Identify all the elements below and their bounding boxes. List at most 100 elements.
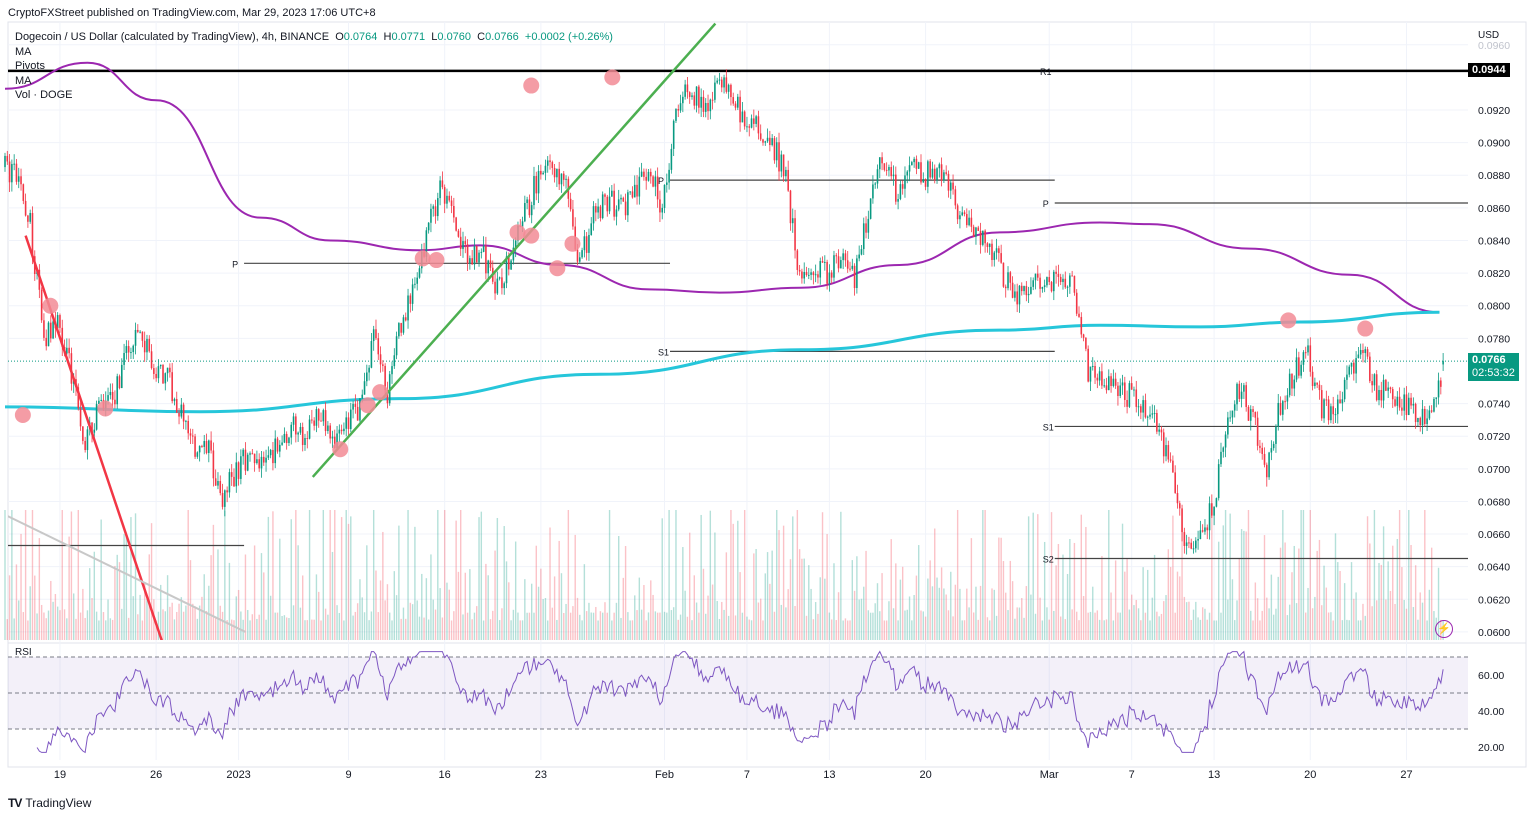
volume-bar xyxy=(798,549,801,640)
volume-bar xyxy=(1408,510,1410,640)
volume-bar xyxy=(785,607,787,640)
volume-bar xyxy=(1412,607,1415,640)
lightning-icon[interactable]: ⚡ xyxy=(1435,620,1453,638)
candle-body xyxy=(1442,361,1444,365)
volume-bar xyxy=(1270,574,1273,640)
candle-body xyxy=(1364,349,1367,354)
candle-body xyxy=(375,329,377,339)
volume-bar xyxy=(734,615,737,640)
volume-bar xyxy=(1254,582,1257,640)
candle-body xyxy=(638,176,641,197)
candle-body xyxy=(716,80,718,83)
volume-bar xyxy=(1066,573,1069,640)
volume-bar xyxy=(263,572,265,640)
candle-body xyxy=(1334,414,1337,416)
volume-bar xyxy=(391,620,393,640)
volume-bar xyxy=(189,560,192,640)
candle-body xyxy=(100,399,102,401)
volume-bar xyxy=(384,600,386,640)
indicator-volume[interactable]: Vol · DOGE xyxy=(15,89,73,101)
volume-bar xyxy=(588,602,590,640)
candle-body xyxy=(647,171,650,181)
candle-body xyxy=(1000,253,1002,263)
candle-body xyxy=(899,184,902,200)
footer-brand[interactable]: TV TradingView xyxy=(8,796,91,810)
indicator-ma-2[interactable]: MA xyxy=(15,74,32,87)
candle-body xyxy=(663,184,666,208)
candle-body xyxy=(256,459,258,464)
candle-body xyxy=(714,82,716,100)
candle-body xyxy=(233,476,235,487)
volume-bar xyxy=(457,571,460,640)
candle-body xyxy=(1323,399,1325,419)
volume-bar xyxy=(372,510,375,640)
indicator-pivots[interactable]: Pivots xyxy=(15,60,45,72)
volume-bar xyxy=(556,619,558,640)
candle-body xyxy=(416,277,418,284)
volume-bar xyxy=(597,620,599,640)
volume-bar xyxy=(86,610,89,640)
volume-bar xyxy=(127,617,130,640)
volume-bar xyxy=(439,588,441,640)
candle-body xyxy=(127,346,130,353)
volume-bar xyxy=(208,585,210,640)
symbol-line[interactable]: Dogecoin / US Dollar (calculated by Trad… xyxy=(15,31,613,43)
candle-body xyxy=(354,403,357,407)
indicator-ma-1[interactable]: MA xyxy=(15,45,32,58)
candle-body xyxy=(908,165,911,172)
volume-bar xyxy=(393,571,395,640)
candle-body xyxy=(182,404,185,422)
candle-body xyxy=(1291,373,1293,389)
candle-body xyxy=(338,429,341,434)
candle-body xyxy=(1275,426,1277,444)
volume-bar xyxy=(1080,514,1082,640)
volume-bar xyxy=(1346,619,1348,640)
volume-bar xyxy=(1101,556,1103,640)
volume-bar xyxy=(54,594,57,640)
candle-body xyxy=(970,217,973,227)
volume-bar xyxy=(139,594,141,640)
candle-body xyxy=(448,195,451,201)
volume-bar xyxy=(1108,510,1110,640)
volume-bar xyxy=(702,568,705,640)
volume-bar xyxy=(466,612,469,640)
volume-bar xyxy=(618,535,620,640)
candle-body xyxy=(464,241,467,245)
volume-bar xyxy=(1126,559,1128,640)
candle-body xyxy=(1403,394,1405,411)
volume-bar xyxy=(851,560,853,640)
volume-bar xyxy=(102,612,105,640)
candle-body xyxy=(109,391,112,396)
candle-body xyxy=(933,168,936,181)
volume-bar xyxy=(508,582,510,640)
candle-body xyxy=(1126,399,1128,407)
volume-bar xyxy=(269,595,272,640)
volume-bar xyxy=(1163,601,1165,640)
volume-bar xyxy=(198,605,201,640)
volume-bar xyxy=(814,602,817,640)
candle-body xyxy=(47,322,50,347)
rsi-legend[interactable]: RSI xyxy=(15,647,32,658)
volume-bar xyxy=(812,619,815,640)
candle-body xyxy=(952,182,954,190)
candle-body xyxy=(656,176,659,200)
candle-body xyxy=(40,289,43,321)
candle-body xyxy=(427,222,430,231)
pivot-marker xyxy=(372,384,389,401)
candle-body xyxy=(1197,539,1199,541)
volume-bar xyxy=(1096,610,1099,640)
candle-body xyxy=(1135,389,1138,407)
candle-body xyxy=(755,116,757,124)
volume-bar xyxy=(579,614,581,640)
volume-bar xyxy=(1231,579,1234,640)
candle-body xyxy=(1263,453,1266,465)
volume-bar xyxy=(874,603,876,640)
candle-body xyxy=(670,148,673,170)
candle-body xyxy=(1016,291,1018,305)
candle-body xyxy=(1249,409,1252,421)
volume-bar xyxy=(1030,594,1032,640)
candle-body xyxy=(773,138,776,161)
volume-bar xyxy=(1302,510,1305,640)
volume-bar xyxy=(187,510,189,640)
